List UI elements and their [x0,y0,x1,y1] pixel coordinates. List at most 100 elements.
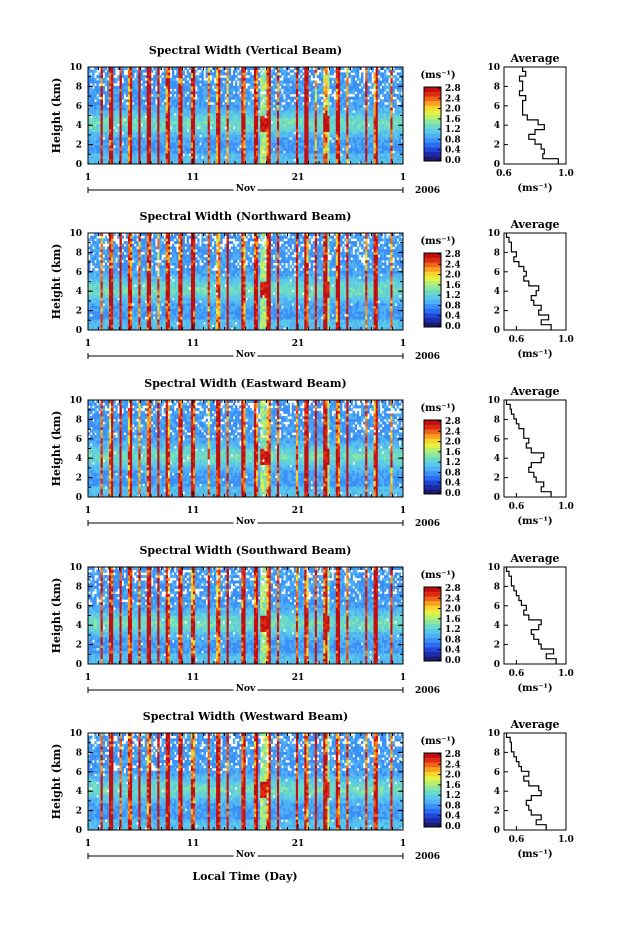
heatmap-cell [227,86,229,89]
heatmap-cell [258,121,260,124]
heatmap-cell [147,99,149,102]
heatmap-cell [147,107,149,110]
heatmap-cell [319,110,321,113]
heatmap-cell [225,134,227,137]
heatmap-cell [168,97,170,100]
heatmap-cell [369,153,371,156]
panel-1: Spectral Width (Vertical Beam)0246810Hei… [50,44,574,196]
heatmap-cell [277,132,279,135]
heatmap-cell [153,94,155,97]
heatmap-cell [136,151,138,154]
heatmap-cell [96,134,98,137]
heatmap-cell [115,156,117,159]
heatmap-cell [170,110,172,113]
heatmap-cell [313,140,315,143]
heatmap-cell [300,121,302,124]
heatmap-cell [164,78,166,81]
heatmap-cell [260,142,262,145]
heatmap-cell [351,148,353,151]
heatmap-cell [378,91,380,94]
heatmap-cell [315,132,317,135]
heatmap-cell [124,140,126,143]
heatmap-cell [172,78,174,81]
heatmap-cell [365,72,367,75]
heatmap-cell [96,91,98,94]
heatmap-cell [107,148,109,151]
heatmap-cell [323,121,325,124]
heatmap-cell [386,126,388,129]
heatmap-cell [216,126,218,129]
heatmap-cell [143,105,145,108]
heatmap-cell [338,110,340,113]
heatmap-cell [153,118,155,121]
heatmap-cell [260,121,262,124]
heatmap-cell [353,113,355,116]
heatmap-cell [336,156,338,159]
heatmap-cell [372,121,374,124]
heatmap-cell [294,118,296,121]
heatmap-cell [222,134,224,137]
heatmap-cell [279,159,281,162]
heatmap-cell [336,113,338,116]
heatmap-cell [315,116,317,119]
heatmap-cell [380,75,382,78]
heatmap-cell [227,148,229,151]
heatmap-cell [330,121,332,124]
heatmap-cell [285,113,287,116]
heatmap-cell [281,70,283,73]
heatmap-cell [243,148,245,151]
heatmap-cell [222,126,224,129]
heatmap-cell [281,137,283,140]
heatmap-cell [248,80,250,83]
heatmap-cell [92,151,94,154]
heatmap-cell [336,129,338,132]
heatmap-cell [357,116,359,119]
heatmap-cell [233,129,235,132]
heatmap-cell [279,113,281,116]
heatmap-cell [187,145,189,148]
heatmap-cell [250,134,252,137]
heatmap-cell [361,91,363,94]
heatmap-cell [246,118,248,121]
heatmap-cell [346,124,348,127]
heatmap-cell [105,75,107,78]
heatmap-cell [132,89,134,92]
heatmap-cell [374,72,376,75]
heatmap-cell [395,94,397,97]
heatmap-cell [342,72,344,75]
heatmap-cell [363,113,365,116]
heatmap-cell [141,151,143,154]
heatmap-cell [130,86,132,89]
heatmap-cell [372,99,374,102]
heatmap-cell [367,94,369,97]
heatmap-cell [390,99,392,102]
heatmap-cell [229,94,231,97]
heatmap-cell [313,99,315,102]
heatmap-cell [122,124,124,127]
heatmap-cell [315,80,317,83]
heatmap-cell [117,107,119,110]
heatmap-cell [327,107,329,110]
heatmap-cell [351,91,353,94]
heatmap-cell [164,137,166,140]
heatmap-cell [298,94,300,97]
heatmap-cell [147,118,149,121]
heatmap-cell [216,86,218,89]
heatmap-cell [222,121,224,124]
heatmap-cell [279,137,281,140]
heatmap-cell [372,137,374,140]
heatmap-cell [189,75,191,78]
heatmap-cell [208,86,210,89]
heatmap-cell [372,126,374,129]
heatmap-cell [311,156,313,159]
heatmap-cell [241,148,243,151]
heatmap-cell [105,124,107,127]
heatmap-cell [111,124,113,127]
heatmap-cell [239,80,241,83]
heatmap-cell [369,116,371,119]
heatmap-cell [197,156,199,159]
heatmap-cell [105,94,107,97]
heatmap-cell [166,156,168,159]
heatmap-cell [201,89,203,92]
heatmap-cell [317,137,319,140]
